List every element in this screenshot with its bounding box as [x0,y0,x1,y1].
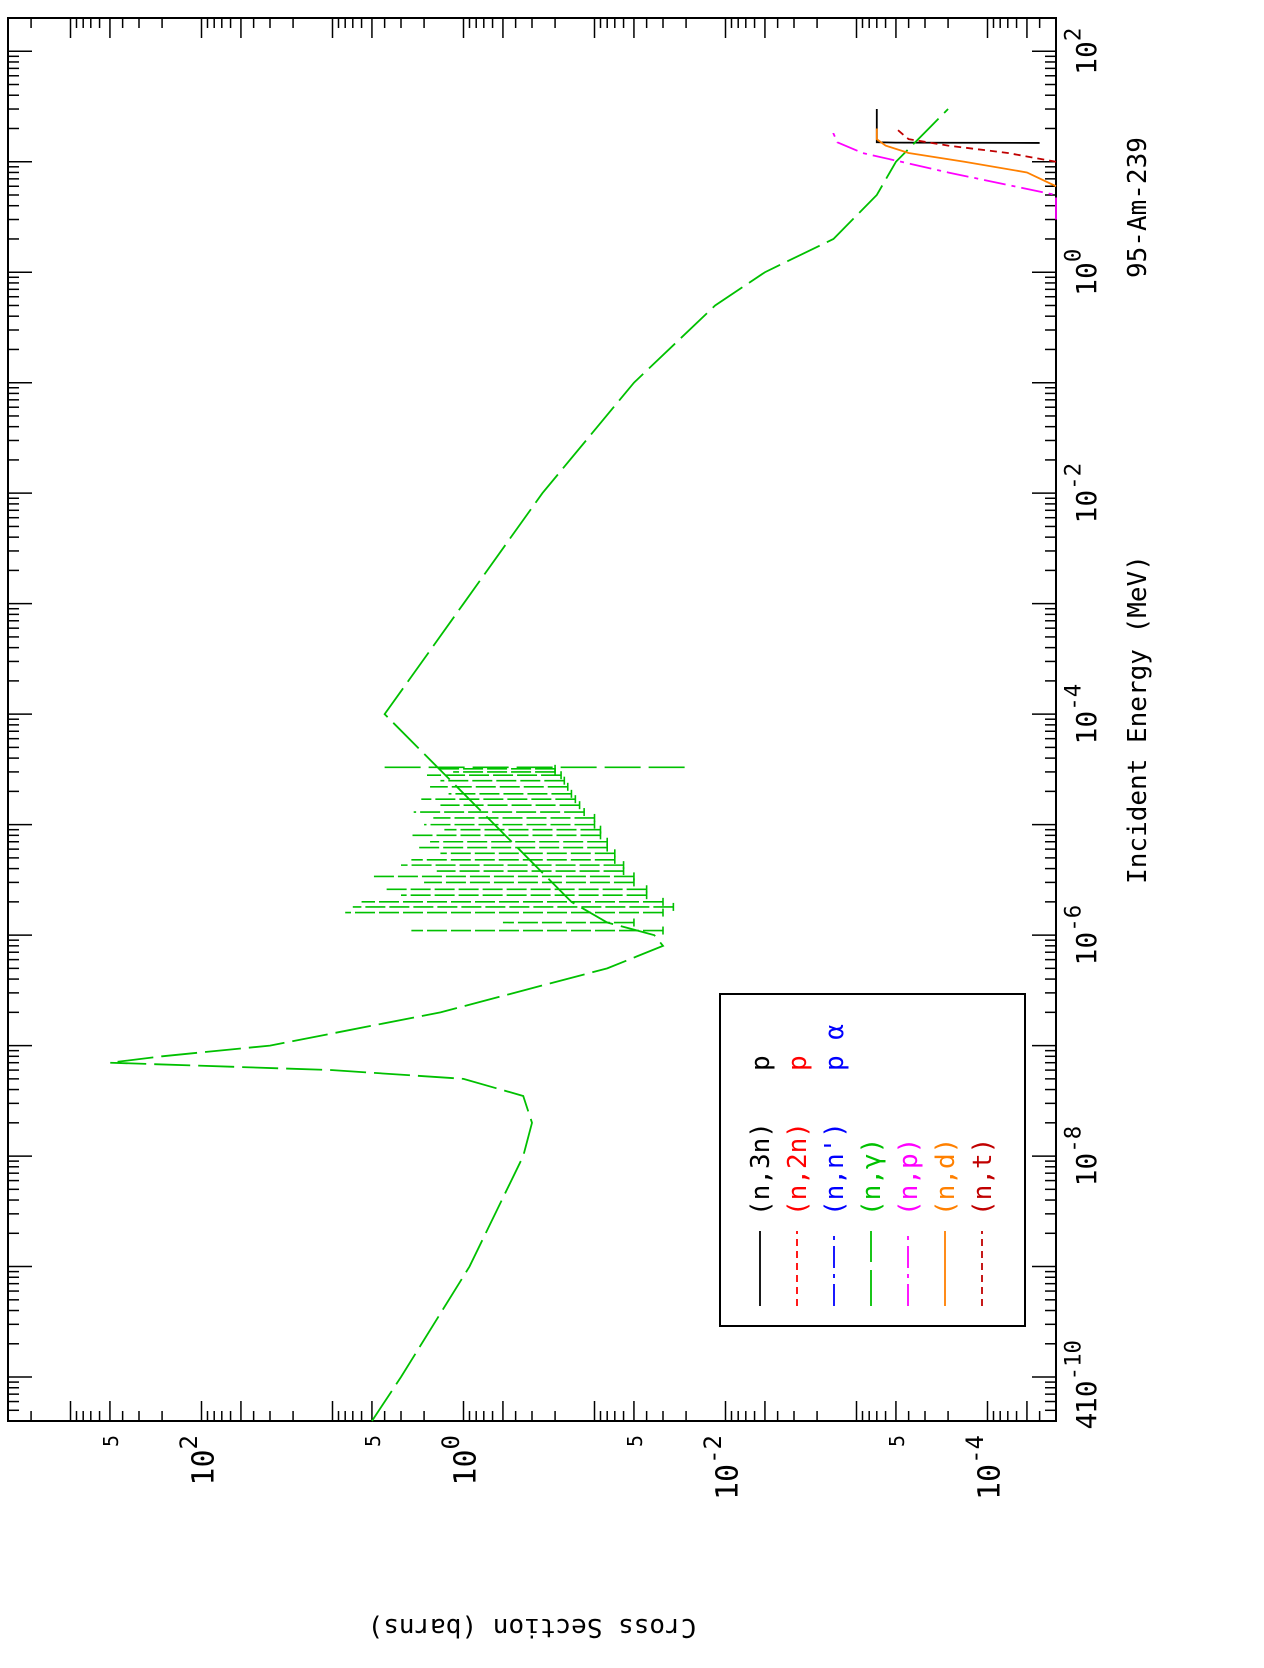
series-line-5 [875,128,1057,188]
series-line-0 [875,109,1040,144]
tick-label: 10-2 [699,1435,746,1500]
y-tick-labels: 10-4 5 10-2 5 100 5 102 5 [99,1435,1008,1500]
tick-label: 10-2 [1061,463,1103,524]
legend-label-3: (n,γ) [857,1138,887,1216]
legend-suffix-2: p α [820,1024,850,1071]
series-line-6 [895,127,1057,163]
legend-label-6: (n,t) [968,1138,998,1216]
y-axis-label: Cross Section (barns) [368,1612,697,1642]
tick-label: 102 [175,1435,222,1486]
legend-label-2: (n,n') [820,1122,850,1216]
series-line-4 [832,128,1057,220]
legend-label-5: (n,d) [931,1138,961,1216]
tick-label: 4 [1070,1413,1103,1430]
series-curves [109,108,1057,1422]
tick-label: 102 [1061,28,1103,75]
tick-label: 5 [623,1435,647,1447]
tick-label: 5 [99,1435,123,1447]
tick-label: 10-4 [1061,684,1103,745]
tick-label: 10-10 [1061,1340,1103,1414]
legend-label-4: (n,p) [894,1138,924,1216]
legend-label-0: (n,3n) [746,1122,776,1216]
tick-label: 5 [885,1435,909,1447]
tick-label: 10-4 [961,1435,1008,1500]
tick-label: 5 [361,1435,385,1447]
legend: (n,3n) p (n,2n) p (n,n') p α (n,γ) (n,p) (n,d) (n… [719,993,1026,1327]
legend-suffix-0: p [746,1055,776,1071]
x-tick-labels: 410-10 10-8 10-6 10-4 10-2 100 102 [1061,28,1103,1430]
tick-label: 100 [1061,249,1103,296]
series-line-3 [109,108,949,1422]
tick-label: 10-8 [1061,1126,1103,1187]
axis-ticks [7,17,1057,1422]
legend-label-1: (n,2n) [783,1122,813,1216]
legend-suffix-1: p [783,1055,813,1071]
chart-title: 95-Am-239 [1123,137,1153,278]
x-axis-label: Incident Energy (MeV) [1123,555,1153,884]
tick-label: 100 [437,1435,484,1486]
tick-label: 10-6 [1061,905,1103,966]
